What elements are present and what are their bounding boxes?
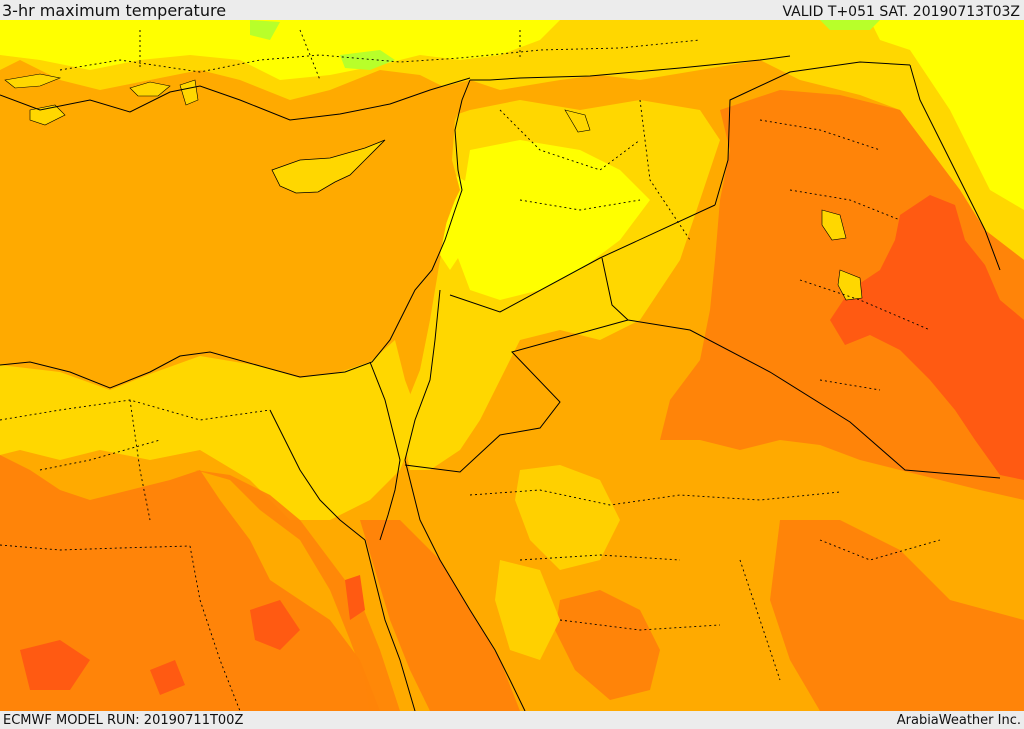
border-iraq-jordan	[601, 257, 629, 321]
footer-bar: ECMWF MODEL RUN: 20190711T00Z ArabiaWeat…	[0, 711, 1024, 729]
mild-zone-north	[0, 20, 1024, 260]
hot-zone-hejaz	[555, 590, 660, 700]
hot-zone-iraq	[660, 90, 1024, 500]
cyprus-island	[271, 139, 386, 194]
cool-zone-northeast	[870, 20, 1024, 210]
border-jordan-saudi	[404, 319, 629, 473]
credit: ArabiaWeather Inc.	[896, 713, 1021, 728]
islands-aegean	[4, 73, 199, 126]
province-lines-saudi	[469, 489, 941, 681]
temperature-map	[0, 20, 1024, 711]
border-syria-turkey	[470, 55, 791, 81]
cold-spot-1	[250, 20, 280, 40]
hot-zone-egypt-sw	[0, 455, 380, 711]
border-egypt-israel	[369, 361, 401, 461]
coastline-red-sea-west	[364, 539, 416, 711]
coastline-red-sea-east	[404, 459, 526, 711]
coastline-levant-egypt	[0, 79, 471, 389]
very-hot-spot-4	[345, 575, 365, 620]
mild-zone-saudi	[515, 465, 620, 570]
coastline-gulf-of-suez	[269, 409, 366, 541]
lake-iraq-2	[837, 269, 863, 301]
model-run: ECMWF MODEL RUN: 20190711T00Z	[3, 713, 244, 728]
province-lines-egypt	[0, 399, 271, 711]
lake-syria	[564, 109, 591, 133]
province-lines-iraq	[639, 99, 931, 391]
border-jordan-syria	[449, 204, 716, 313]
header-bar: 3-hr maximum temperature VALID T+051 SAT…	[0, 0, 1024, 20]
border-syria-iraq	[714, 61, 911, 206]
mild-zone-saudi-west	[495, 560, 560, 660]
border-iraq-saudi	[627, 319, 1001, 479]
mild-zone-egypt-coast	[0, 340, 420, 520]
hot-zone-red-sea	[360, 520, 520, 711]
hot-zone-egypt-mid	[195, 470, 400, 711]
cool-zone-lebanon	[440, 175, 480, 270]
map-title: 3-hr maximum temperature	[2, 1, 227, 20]
very-hot-spot-2	[250, 600, 300, 650]
very-hot-spot-1	[20, 640, 90, 690]
hot-zone-arabia-east	[770, 520, 1024, 711]
cold-spot-3	[820, 20, 880, 30]
coastline-turkey-south	[0, 77, 471, 121]
province-lines-turkey	[59, 29, 701, 81]
border-iraq-iran	[909, 64, 1001, 271]
very-hot-zone-iraq	[830, 195, 1024, 480]
province-lines-syria	[499, 109, 641, 211]
very-hot-spot-3	[150, 660, 185, 695]
cool-zone-levant	[455, 140, 650, 300]
valid-time: VALID T+051 SAT. 20190713T03Z	[782, 4, 1020, 20]
lake-iraq-1	[821, 209, 847, 241]
cold-spot-2	[340, 50, 395, 70]
coastline-gulf-of-aqaba	[379, 459, 401, 541]
border-israel-jordan	[404, 289, 441, 461]
